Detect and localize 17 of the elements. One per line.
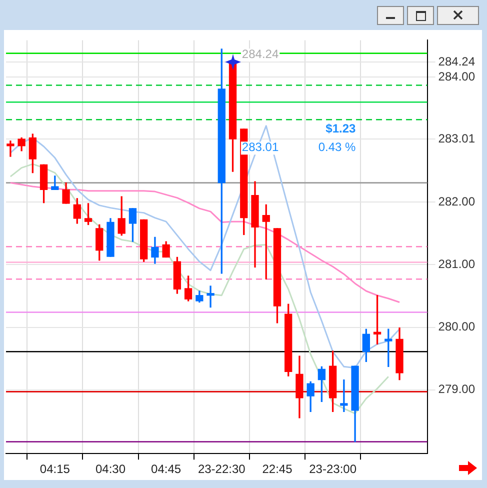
x-tick-label: 04:45	[151, 462, 182, 476]
annotation: $1.23	[326, 121, 356, 136]
y-tick-label: 281.00	[438, 257, 476, 272]
x-tick-label: 04:15	[40, 462, 70, 476]
y-tick-label: 282.00	[438, 194, 476, 208]
y-tick-label: 279.00	[438, 382, 476, 396]
x-tick-label: 23-22:30	[198, 462, 246, 476]
x-tick-label: 23-23:00	[309, 462, 357, 476]
x-tick-label: 04:30	[95, 462, 126, 476]
annotation: 283.01	[242, 140, 279, 154]
x-tick-label: 22:45	[262, 462, 293, 476]
y-tick-label: 283.01	[438, 131, 476, 146]
y-tick-label: 280.00	[438, 320, 476, 334]
annotation: 284.24	[242, 46, 279, 61]
annotation: 0.43 %	[318, 140, 356, 154]
y-tick-label: 284.24	[438, 54, 476, 68]
y-tick-label: 284.00	[438, 69, 476, 84]
